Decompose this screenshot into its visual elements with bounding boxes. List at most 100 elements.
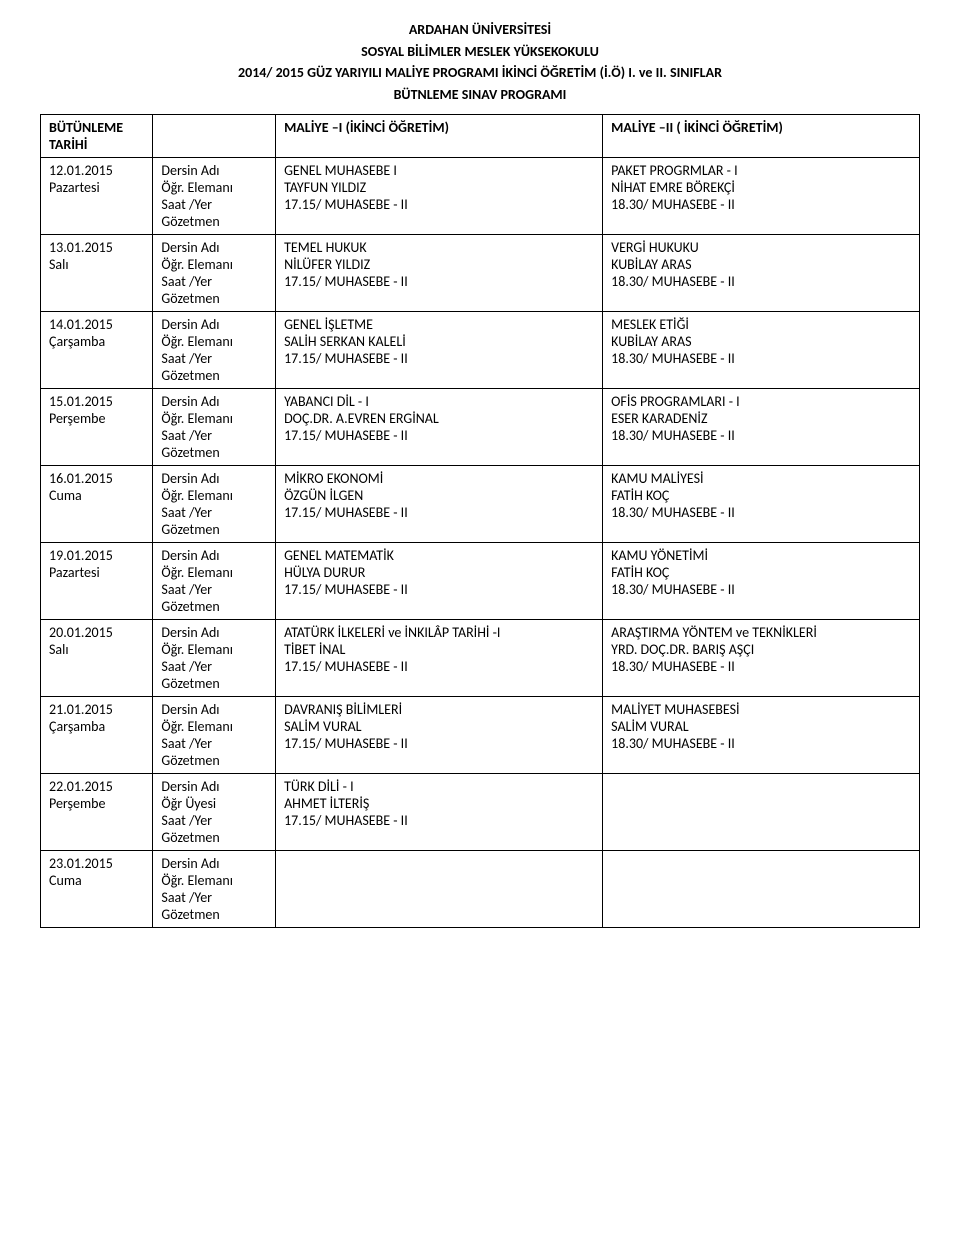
table-head-row: BÜTÜNLEME TARİHİ MALİYE –I (İKİNCİ ÖĞRET… bbox=[41, 115, 920, 158]
col1-goz bbox=[284, 521, 594, 538]
col1-cell: GENEL İŞLETMESALİH SERKAN KALELİ17.15/ M… bbox=[276, 312, 603, 389]
col1-ogr: SALİH SERKAN KALELİ bbox=[284, 333, 594, 350]
col1-cell: TÜRK DİLİ - IAHMET İLTERİŞ17.15/ MUHASEB… bbox=[276, 774, 603, 851]
col2-goz bbox=[611, 213, 911, 230]
col1-cell: GENEL MUHASEBE ITAYFUN YILDIZ17.15/ MUHA… bbox=[276, 158, 603, 235]
col2-cell: ARAŞTIRMA YÖNTEM ve TEKNİKLERİYRD. DOÇ.D… bbox=[603, 620, 920, 697]
col2-ders: PAKET PROGRMLAR - I bbox=[611, 162, 911, 179]
date-cell: 13.01.2015Salı bbox=[41, 235, 153, 312]
col1-ogr: NİLÜFER YILDIZ bbox=[284, 256, 594, 273]
col2-ogr: SALİM VURAL bbox=[611, 718, 911, 735]
col1-saat: 17.15/ MUHASEBE - II bbox=[284, 658, 594, 675]
label-ders: Dersin Adı bbox=[161, 855, 267, 872]
col1-goz bbox=[284, 829, 594, 846]
col1-ders: YABANCI DİL - I bbox=[284, 393, 594, 410]
col1-ogr: SALİM VURAL bbox=[284, 718, 594, 735]
exam-day: Perşembe bbox=[49, 795, 144, 812]
date-cell: 21.01.2015Çarşamba bbox=[41, 697, 153, 774]
exam-date: 22.01.2015 bbox=[49, 778, 144, 795]
col2-ders bbox=[611, 855, 911, 872]
col1-ogr bbox=[284, 872, 594, 889]
col2-cell bbox=[603, 851, 920, 928]
label-ders: Dersin Adı bbox=[161, 393, 267, 410]
exam-day: Salı bbox=[49, 256, 144, 273]
exam-day: Cuma bbox=[49, 487, 144, 504]
col2-saat bbox=[611, 812, 911, 829]
col1-cell bbox=[276, 851, 603, 928]
col2-goz bbox=[611, 598, 911, 615]
col1-ders: TÜRK DİLİ - I bbox=[284, 778, 594, 795]
label-goz: Gözetmen bbox=[161, 906, 267, 923]
label-goz: Gözetmen bbox=[161, 444, 267, 461]
exam-date: 15.01.2015 bbox=[49, 393, 144, 410]
col2-goz bbox=[611, 752, 911, 769]
col1-cell: ATATÜRK İLKELERİ ve İNKILÂP TARİHİ -ITİB… bbox=[276, 620, 603, 697]
col1-ogr: TİBET İNAL bbox=[284, 641, 594, 658]
col2-ogr: NİHAT EMRE BÖREKÇİ bbox=[611, 179, 911, 196]
labels-cell: Dersin AdıÖğr ÜyesiSaat /YerGözetmen bbox=[153, 774, 276, 851]
labels-cell: Dersin AdıÖğr. ElemanıSaat /YerGözetmen bbox=[153, 620, 276, 697]
col2-ders: OFİS PROGRAMLARI - I bbox=[611, 393, 911, 410]
label-ogr: Öğr. Elemanı bbox=[161, 564, 267, 581]
col2-saat: 18.30/ MUHASEBE - II bbox=[611, 581, 911, 598]
col1-ders: GENEL MATEMATİK bbox=[284, 547, 594, 564]
label-ders: Dersin Adı bbox=[161, 162, 267, 179]
col1-ders: ATATÜRK İLKELERİ ve İNKILÂP TARİHİ -I bbox=[284, 624, 594, 641]
exam-day: Perşembe bbox=[49, 410, 144, 427]
exam-date: 23.01.2015 bbox=[49, 855, 144, 872]
labels-cell: Dersin AdıÖğr. ElemanıSaat /YerGözetmen bbox=[153, 697, 276, 774]
head-col-2: MALİYE –II ( İKİNCİ ÖĞRETİM) bbox=[603, 115, 920, 158]
exam-date: 12.01.2015 bbox=[49, 162, 144, 179]
label-ders: Dersin Adı bbox=[161, 470, 267, 487]
col2-ogr: KUBİLAY ARAS bbox=[611, 333, 911, 350]
header-line-3: 2014/ 2015 GÜZ YARIYILI MALİYE PROGRAMI … bbox=[40, 63, 920, 83]
col2-saat: 18.30/ MUHASEBE - II bbox=[611, 504, 911, 521]
col2-goz bbox=[611, 444, 911, 461]
exam-date: 14.01.2015 bbox=[49, 316, 144, 333]
col1-cell: GENEL MATEMATİKHÜLYA DURUR17.15/ MUHASEB… bbox=[276, 543, 603, 620]
col1-cell: YABANCI DİL - IDOÇ.DR. A.EVREN ERGİNAL17… bbox=[276, 389, 603, 466]
col1-ogr: DOÇ.DR. A.EVREN ERGİNAL bbox=[284, 410, 594, 427]
col1-saat: 17.15/ MUHASEBE - II bbox=[284, 504, 594, 521]
col1-ders: GENEL İŞLETME bbox=[284, 316, 594, 333]
date-cell: 15.01.2015Perşembe bbox=[41, 389, 153, 466]
date-cell: 22.01.2015Perşembe bbox=[41, 774, 153, 851]
col1-ogr: AHMET İLTERİŞ bbox=[284, 795, 594, 812]
col2-saat bbox=[611, 889, 911, 906]
labels-cell: Dersin AdıÖğr. ElemanıSaat /YerGözetmen bbox=[153, 158, 276, 235]
label-saat: Saat /Yer bbox=[161, 889, 267, 906]
col1-cell: DAVRANIŞ BİLİMLERİSALİM VURAL17.15/ MUHA… bbox=[276, 697, 603, 774]
label-ogr: Öğr. Elemanı bbox=[161, 872, 267, 889]
col2-goz bbox=[611, 290, 911, 307]
col1-goz bbox=[284, 906, 594, 923]
col2-saat: 18.30/ MUHASEBE - II bbox=[611, 427, 911, 444]
label-saat: Saat /Yer bbox=[161, 273, 267, 290]
date-cell: 19.01.2015Pazartesi bbox=[41, 543, 153, 620]
col2-cell: PAKET PROGRMLAR - I NİHAT EMRE BÖREKÇİ18… bbox=[603, 158, 920, 235]
col2-ogr: FATİH KOÇ bbox=[611, 564, 911, 581]
label-ogr: Öğr. Elemanı bbox=[161, 256, 267, 273]
col1-ders bbox=[284, 855, 594, 872]
exam-day: Çarşamba bbox=[49, 718, 144, 735]
col2-saat: 18.30/ MUHASEBE - II bbox=[611, 273, 911, 290]
col2-cell bbox=[603, 774, 920, 851]
label-ders: Dersin Adı bbox=[161, 316, 267, 333]
col1-goz bbox=[284, 367, 594, 384]
page-header: ARDAHAN ÜNİVERSİTESİ SOSYAL BİLİMLER MES… bbox=[40, 20, 920, 104]
label-ogr: Öğr. Elemanı bbox=[161, 641, 267, 658]
labels-cell: Dersin AdıÖğr. ElemanıSaat /YerGözetmen bbox=[153, 466, 276, 543]
label-goz: Gözetmen bbox=[161, 598, 267, 615]
exam-day: Cuma bbox=[49, 872, 144, 889]
label-ogr: Öğr. Elemanı bbox=[161, 410, 267, 427]
label-ders: Dersin Adı bbox=[161, 701, 267, 718]
col1-saat: 17.15/ MUHASEBE - II bbox=[284, 350, 594, 367]
col2-ogr: YRD. DOÇ.DR. BARIŞ AŞÇI bbox=[611, 641, 911, 658]
col1-ogr: ÖZGÜN İLGEN bbox=[284, 487, 594, 504]
label-ogr: Öğr. Elemanı bbox=[161, 179, 267, 196]
labels-cell: Dersin AdıÖğr. ElemanıSaat /YerGözetmen bbox=[153, 851, 276, 928]
label-goz: Gözetmen bbox=[161, 829, 267, 846]
col2-cell: KAMU YÖNETİMİFATİH KOÇ18.30/ MUHASEBE - … bbox=[603, 543, 920, 620]
label-ders: Dersin Adı bbox=[161, 624, 267, 641]
head-blank bbox=[153, 115, 276, 158]
col1-goz bbox=[284, 290, 594, 307]
